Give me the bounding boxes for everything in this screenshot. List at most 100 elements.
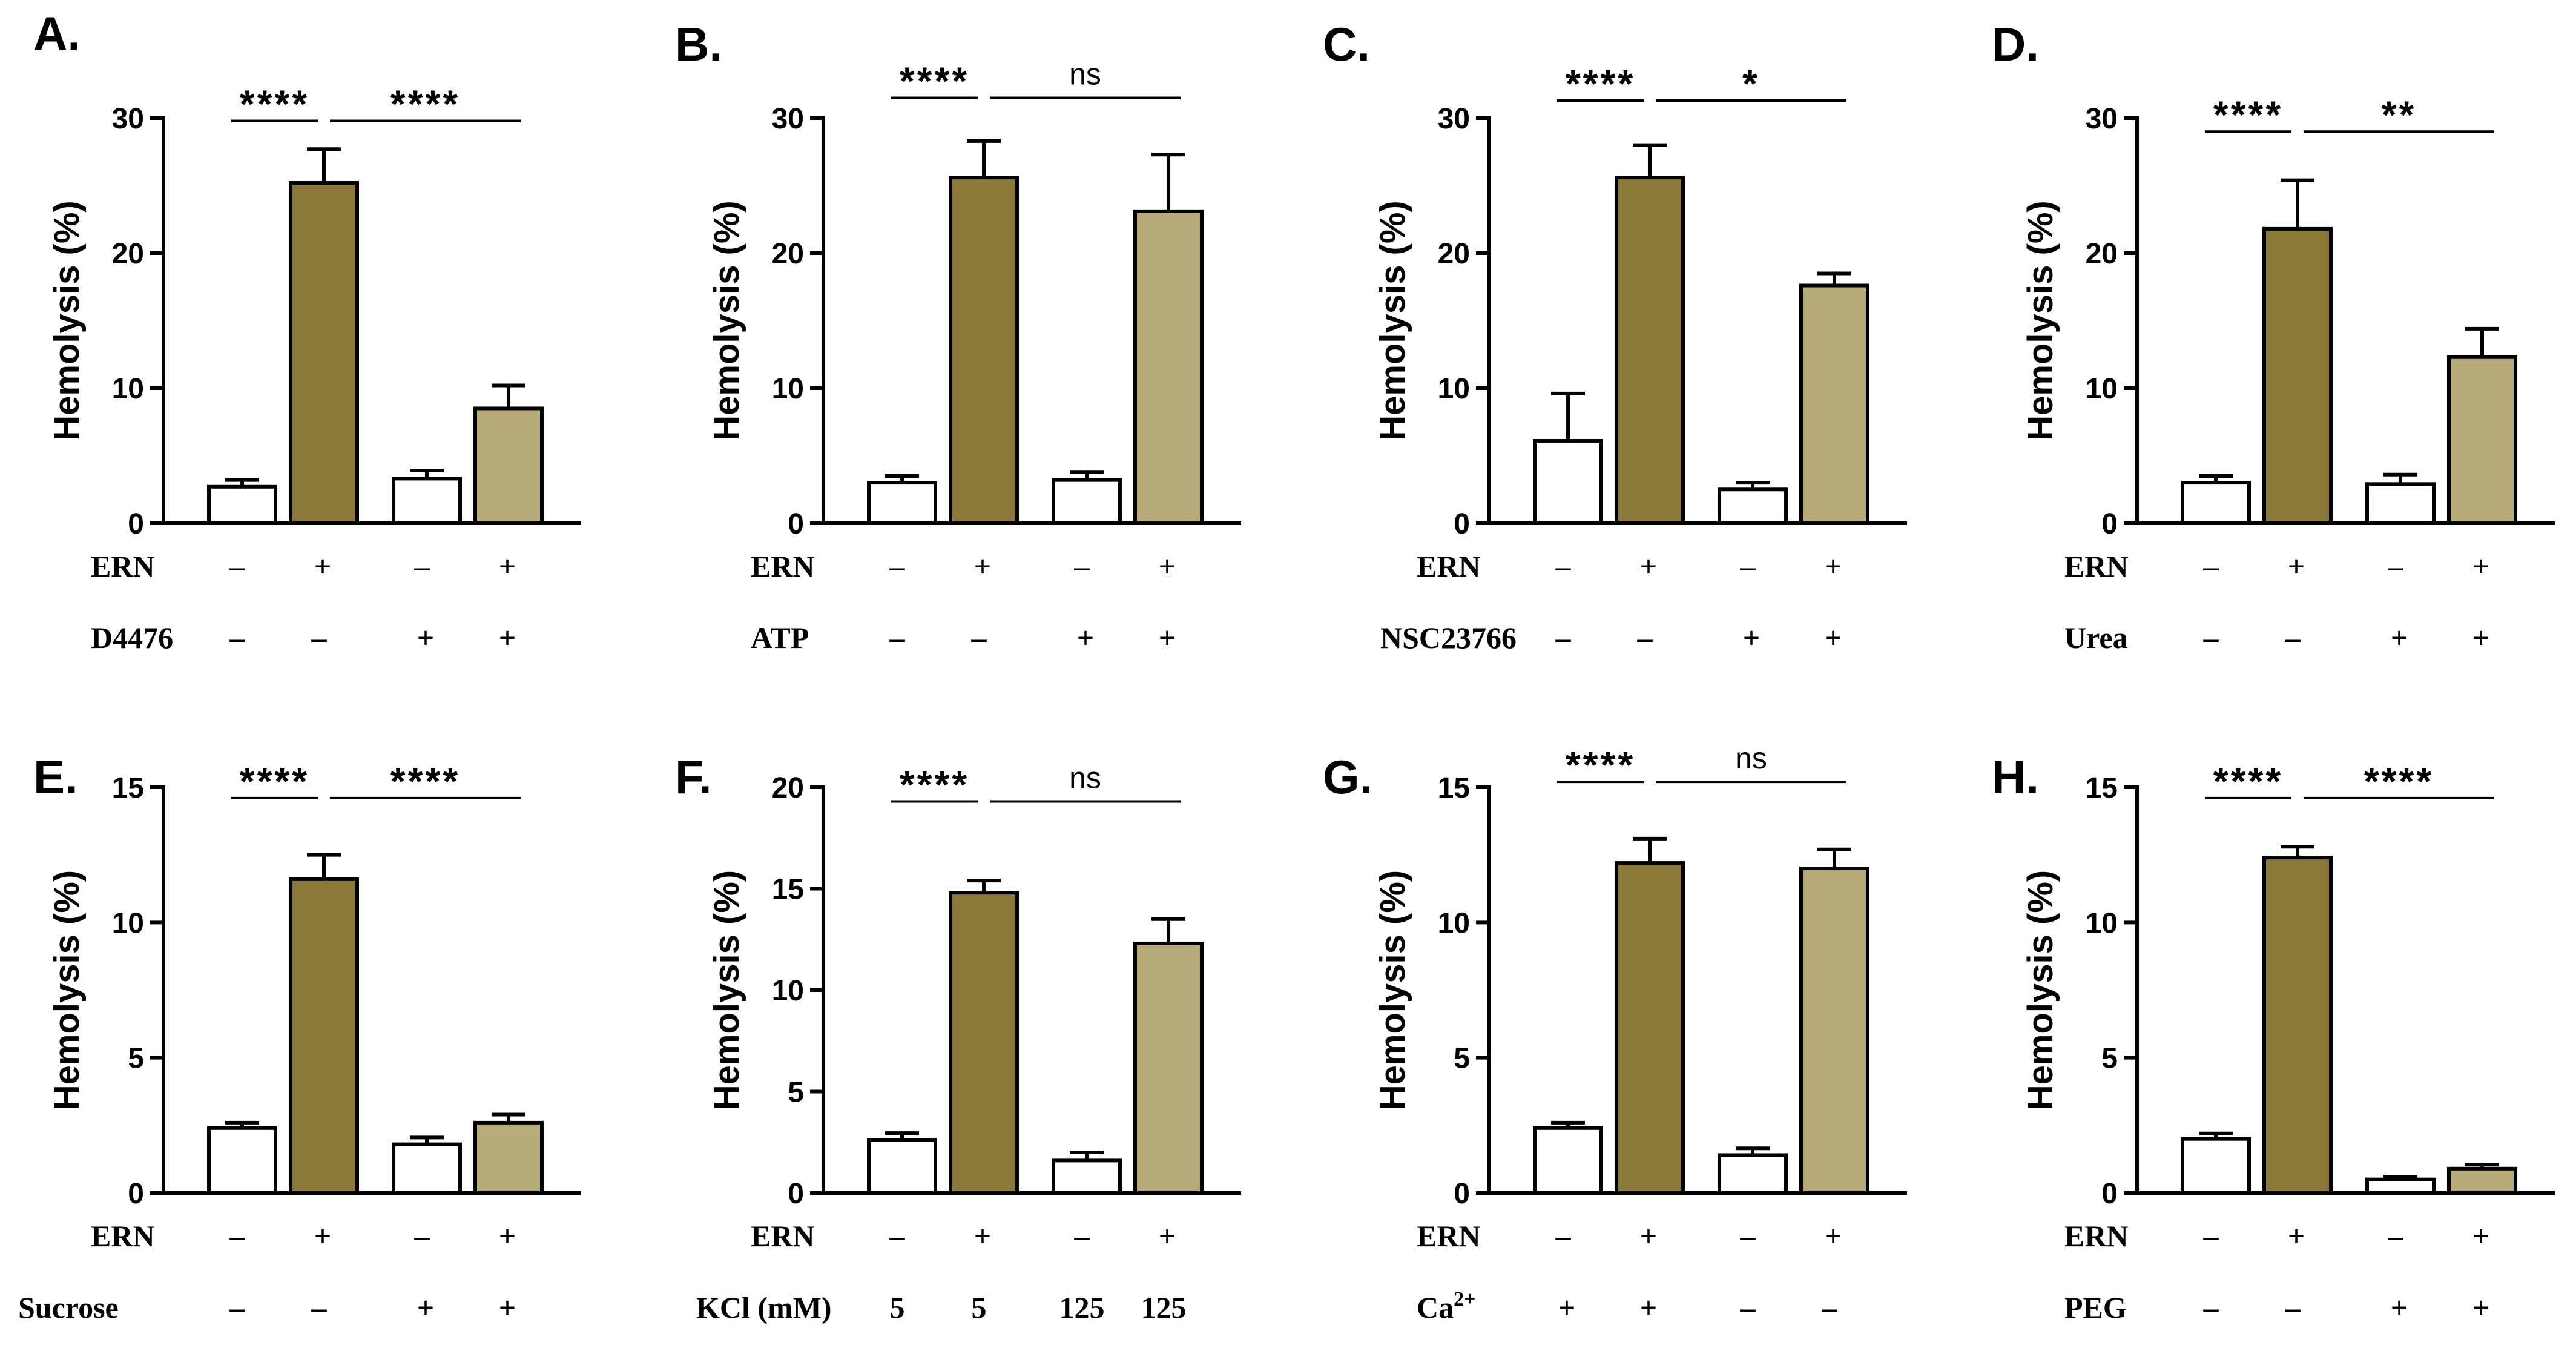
factor-label: ATP: [751, 621, 809, 655]
y-axis-label: Hemolysis (%): [1373, 870, 1412, 1110]
factor-value: –: [2388, 549, 2404, 583]
factor-label: KCl (mM): [696, 1290, 832, 1324]
factor-value: +: [1743, 621, 1761, 655]
bar: [2262, 856, 2333, 1195]
factor-value: +: [1640, 1290, 1658, 1324]
significance-label: ****: [900, 762, 970, 806]
bar: [1615, 176, 1685, 525]
factor-value: +: [1640, 549, 1658, 583]
factor-value: –: [414, 1219, 430, 1253]
factor-value: –: [2203, 621, 2219, 655]
panel-letter: F.: [675, 750, 712, 804]
factor-value: –: [229, 1219, 246, 1253]
factor-value: +: [417, 1290, 435, 1324]
factor-value: –: [311, 1290, 328, 1324]
panel-h: H. Hemolysis (%) 0 5 10 15 **** **** ERN – + – + PEG –…: [1992, 750, 2555, 1324]
y-tick-label: 15: [1438, 772, 1470, 804]
factor-label: ERN: [2064, 1219, 2129, 1253]
panel-letter: H.: [1992, 750, 2039, 804]
factor-label-text: ERN: [91, 549, 155, 583]
factor-value: –: [2285, 621, 2301, 655]
factor-label-text: ERN: [91, 1219, 155, 1253]
y-axis-label: Hemolysis (%): [2021, 870, 2060, 1110]
significance-label: ****: [900, 59, 970, 103]
significance-label: ****: [2213, 93, 2284, 136]
factor-value: 5: [890, 1290, 905, 1324]
factor-label: ERN: [1417, 1219, 1481, 1253]
factor-value: –: [1555, 549, 1572, 583]
y-tick-label: 0: [128, 508, 144, 540]
panel-b: B. Hemolysis (%) 0 10 20 30 **** ns ERN – + – + ATP – –…: [675, 18, 1241, 655]
factor-label-text: NSC23766: [1380, 621, 1517, 655]
factor-label: ERN: [91, 1219, 155, 1253]
factor-value: +: [2472, 549, 2490, 583]
y-tick-label: 20: [772, 772, 804, 804]
factor-value: +: [974, 1219, 992, 1253]
bar: [2365, 482, 2436, 526]
factor-value: –: [1555, 1219, 1572, 1253]
bar: [1718, 1153, 1788, 1195]
significance-label: ****: [1566, 62, 1636, 105]
significance-label: ****: [2364, 759, 2434, 803]
y-tick-label: 10: [112, 907, 144, 939]
bar: [1799, 283, 1869, 525]
bar: [207, 484, 277, 525]
bar: [867, 1138, 937, 1195]
factor-value: 125: [1059, 1290, 1105, 1324]
factor-value: +: [417, 621, 435, 655]
factor-label-text: Ca: [1417, 1290, 1454, 1324]
y-tick-label: 30: [2086, 103, 2118, 135]
y-tick-label: 30: [772, 103, 804, 135]
factor-value: +: [2472, 621, 2490, 655]
y-tick-label: 0: [2101, 508, 2118, 540]
bar: [2262, 226, 2333, 525]
bar: [473, 406, 544, 526]
bar: [2447, 355, 2517, 526]
bar: [1533, 1126, 1603, 1195]
significance-label: ****: [240, 759, 310, 803]
factor-label: ERN: [2064, 549, 2129, 583]
y-axis-label: Hemolysis (%): [47, 200, 87, 440]
factor-label-text: D4476: [91, 621, 173, 655]
factor-value: –: [889, 549, 906, 583]
y-tick-label: 10: [2086, 373, 2118, 405]
factor-label-text: ERN: [751, 1219, 815, 1253]
factor-label-text: ATP: [751, 621, 809, 655]
factor-value: –: [1740, 1219, 1756, 1253]
factor-label: ERN: [751, 1219, 815, 1253]
significance-label: *: [1742, 62, 1760, 105]
factor-value: 125: [1141, 1290, 1187, 1324]
significance-label: ****: [390, 82, 461, 125]
bar: [1133, 209, 1204, 525]
factor-value: +: [314, 1219, 332, 1253]
factor-label: Urea: [2064, 621, 2128, 655]
factor-value: –: [1555, 621, 1572, 655]
factor-value: +: [2288, 1219, 2305, 1253]
panel-f: F. Hemolysis (%) 0 5 10 15 20 **** ns ERN – + – + KCl …: [675, 750, 1241, 1324]
significance-label: ****: [390, 759, 461, 803]
factor-value: +: [499, 621, 516, 655]
significance-label: ****: [240, 82, 310, 125]
factor-label-text: Sucrose: [18, 1290, 119, 1324]
panel-letter: B.: [675, 18, 722, 71]
significance-label: ****: [2213, 759, 2284, 803]
factor-label: Ca2+: [1417, 1288, 1475, 1324]
y-tick-label: 10: [2086, 907, 2118, 939]
factor-label: PEG: [2064, 1290, 2127, 1324]
factor-label: D4476: [91, 621, 173, 655]
y-tick-label: 5: [1454, 1043, 1470, 1075]
factor-label-text: ERN: [2064, 1219, 2129, 1253]
bar: [2447, 1166, 2517, 1195]
factor-label: ERN: [1417, 549, 1481, 583]
factor-value: –: [889, 1219, 906, 1253]
y-tick-label: 20: [772, 238, 804, 270]
y-tick-label: 15: [2086, 772, 2118, 804]
y-tick-label: 15: [772, 874, 804, 906]
factor-value: +: [499, 1290, 516, 1324]
factor-value: –: [889, 621, 906, 655]
factor-label: NSC23766: [1380, 621, 1517, 655]
factor-value: +: [499, 1219, 516, 1253]
factor-value: –: [2203, 1290, 2219, 1324]
panel-letter: A.: [33, 7, 81, 60]
